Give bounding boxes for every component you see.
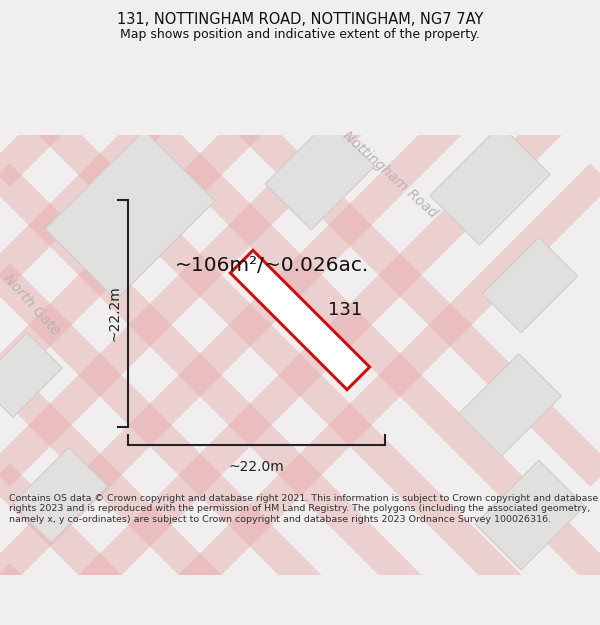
Polygon shape — [265, 120, 375, 230]
Polygon shape — [0, 332, 62, 418]
Text: 131: 131 — [328, 301, 362, 319]
Polygon shape — [12, 448, 108, 542]
Text: Contains OS data © Crown copyright and database right 2021. This information is : Contains OS data © Crown copyright and d… — [9, 494, 598, 524]
Polygon shape — [430, 125, 550, 245]
Text: 131, NOTTINGHAM ROAD, NOTTINGHAM, NG7 7AY: 131, NOTTINGHAM ROAD, NOTTINGHAM, NG7 7A… — [117, 12, 483, 27]
Polygon shape — [45, 130, 215, 300]
Polygon shape — [459, 354, 561, 456]
Text: ~22.2m: ~22.2m — [107, 286, 121, 341]
Polygon shape — [482, 238, 578, 332]
Text: Nottingham Road: Nottingham Road — [340, 129, 440, 221]
Polygon shape — [230, 251, 370, 389]
Text: ~22.0m: ~22.0m — [229, 460, 284, 474]
Text: Map shows position and indicative extent of the property.: Map shows position and indicative extent… — [120, 28, 480, 41]
Text: North Gate: North Gate — [1, 272, 63, 338]
Text: ~106m²/~0.026ac.: ~106m²/~0.026ac. — [175, 256, 369, 274]
Polygon shape — [475, 460, 585, 570]
